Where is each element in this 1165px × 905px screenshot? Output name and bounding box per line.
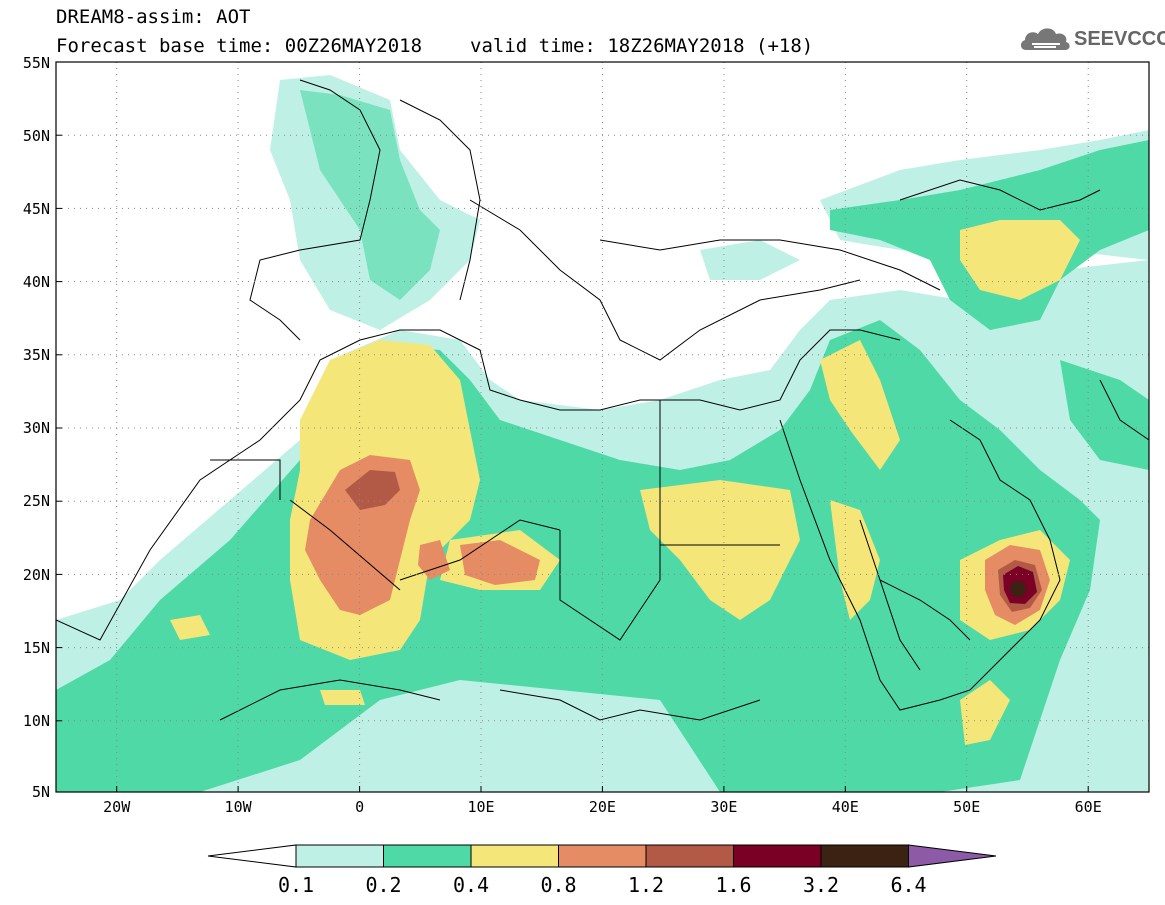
lat-label: 50N [23, 127, 50, 145]
product-title: DREAM8-assim: AOT [56, 6, 251, 28]
lat-label: 10N [23, 712, 50, 730]
logo-text: SEEVCCC [1074, 28, 1165, 50]
colorbar-label: 1.6 [715, 873, 751, 897]
colorbar-label: 1.2 [628, 873, 664, 897]
colorbar-swatch [733, 844, 822, 868]
base-time: Forecast base time: 00Z26MAY2018 [56, 35, 423, 57]
lon-label: 10E [467, 798, 494, 816]
lat-label: 30N [23, 419, 50, 437]
lon-label: 10W [225, 798, 253, 816]
colorbar-swatch [558, 844, 647, 868]
colorbar-swatch [645, 844, 734, 868]
colorbar-right-arrow [908, 844, 997, 868]
forecast-times: Forecast base time: 00Z26MAY2018 valid ti… [56, 36, 813, 56]
lon-label: 50E [953, 798, 980, 816]
colorbar-label: 3.2 [803, 873, 839, 897]
colorbar [207, 844, 997, 868]
colorbar-label: 0.8 [540, 873, 576, 897]
lat-label: 35N [23, 346, 50, 364]
cloud-icon [1020, 28, 1070, 50]
lon-label: 60E [1075, 798, 1102, 816]
lon-labels: 20W 10W 0 10E 20E 30E 40E 50E 60E [103, 798, 1102, 816]
colorbar-label: 0.4 [453, 873, 489, 897]
colorbar-swatch [470, 844, 559, 868]
lon-label: 20E [589, 798, 616, 816]
colorbar-labels: 0.1 0.2 0.4 0.8 1.2 1.6 3.2 6.4 [278, 873, 927, 897]
colorbar-label: 0.2 [365, 873, 401, 897]
lat-label: 5N [32, 783, 50, 801]
lon-label: 40E [832, 798, 859, 816]
lat-label: 25N [23, 492, 50, 510]
colorbar-swatch [383, 844, 472, 868]
colorbar-label: 0.1 [278, 873, 314, 897]
lon-label: 0 [355, 798, 364, 816]
colorbar-label: 6.4 [890, 873, 926, 897]
colorbar-swatch [295, 844, 384, 868]
seevccc-logo: SEEVCCC [1018, 22, 1165, 56]
valid-time: valid time: 18Z26MAY2018 (+18) [470, 35, 814, 57]
lat-label: 20N [23, 566, 50, 584]
lon-label: 20W [103, 798, 131, 816]
lat-labels: 5N 10N 15N 20N 25N 30N 35N 40N 45N 50N 5… [23, 54, 50, 801]
gridlines [56, 62, 1149, 792]
colorbar-swatch [820, 844, 909, 868]
lat-label: 15N [23, 639, 50, 657]
lon-label: 30E [710, 798, 737, 816]
lat-label: 40N [23, 273, 50, 291]
tick-marks [56, 61, 1089, 793]
aot-field [56, 75, 1149, 792]
lat-label: 45N [23, 200, 50, 218]
colorbar-left-arrow [207, 844, 297, 868]
lat-label: 55N [23, 54, 50, 72]
